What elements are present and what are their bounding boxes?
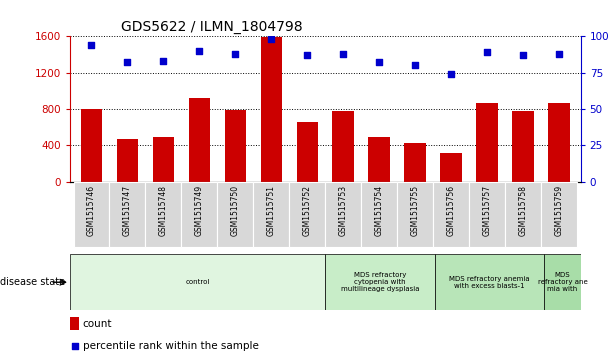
Text: GSM1515746: GSM1515746: [87, 185, 96, 236]
Bar: [81, 109, 102, 182]
Bar: [117, 139, 138, 182]
Text: GSM1515753: GSM1515753: [339, 185, 348, 236]
Bar: [548, 103, 570, 182]
Bar: [224, 110, 246, 182]
FancyBboxPatch shape: [505, 182, 541, 247]
FancyBboxPatch shape: [397, 182, 433, 247]
FancyBboxPatch shape: [218, 182, 254, 247]
Text: GSM1515758: GSM1515758: [519, 185, 528, 236]
Text: MDS refractory
cytopenia with
multilineage dysplasia: MDS refractory cytopenia with multilinea…: [340, 272, 420, 292]
Point: [86, 42, 96, 48]
Text: GSM1515747: GSM1515747: [123, 185, 132, 236]
Text: GSM1515752: GSM1515752: [303, 185, 312, 236]
Text: MDS refractory anemia
with excess blasts-1: MDS refractory anemia with excess blasts…: [449, 276, 530, 289]
Point: [159, 58, 168, 64]
Bar: [153, 137, 174, 182]
Bar: [368, 137, 390, 182]
Bar: [297, 122, 318, 182]
Text: GSM1515749: GSM1515749: [195, 185, 204, 236]
Point: [339, 51, 348, 57]
Bar: [333, 111, 354, 182]
Text: GSM1515750: GSM1515750: [231, 185, 240, 236]
Point: [518, 52, 528, 58]
Point: [375, 60, 384, 65]
FancyBboxPatch shape: [109, 182, 145, 247]
FancyBboxPatch shape: [361, 182, 397, 247]
Text: count: count: [83, 318, 112, 329]
FancyBboxPatch shape: [544, 254, 581, 310]
Point: [482, 49, 492, 55]
Text: GSM1515748: GSM1515748: [159, 185, 168, 236]
Text: GSM1515751: GSM1515751: [267, 185, 276, 236]
FancyBboxPatch shape: [435, 254, 544, 310]
Bar: [188, 98, 210, 182]
Bar: [261, 37, 282, 182]
FancyBboxPatch shape: [325, 182, 361, 247]
Point: [266, 36, 276, 42]
FancyBboxPatch shape: [254, 182, 289, 247]
Point: [302, 52, 312, 58]
Text: control: control: [185, 279, 210, 285]
FancyBboxPatch shape: [74, 182, 109, 247]
Text: disease state: disease state: [0, 277, 65, 287]
Text: percentile rank within the sample: percentile rank within the sample: [83, 341, 258, 351]
Text: GSM1515755: GSM1515755: [410, 185, 420, 236]
Bar: [404, 143, 426, 182]
Text: GSM1515754: GSM1515754: [375, 185, 384, 236]
FancyBboxPatch shape: [145, 182, 181, 247]
Bar: [513, 111, 534, 182]
Text: GSM1515756: GSM1515756: [447, 185, 455, 236]
Bar: [70, 317, 79, 330]
Point: [195, 48, 204, 54]
Text: GSM1515759: GSM1515759: [554, 185, 564, 236]
Point: [70, 343, 80, 349]
FancyBboxPatch shape: [181, 182, 218, 247]
Text: GDS5622 / ILMN_1804798: GDS5622 / ILMN_1804798: [121, 20, 303, 34]
FancyBboxPatch shape: [469, 182, 505, 247]
Text: MDS
refractory ane
mia with: MDS refractory ane mia with: [537, 272, 587, 292]
FancyBboxPatch shape: [289, 182, 325, 247]
Point: [230, 51, 240, 57]
FancyBboxPatch shape: [541, 182, 577, 247]
Point: [446, 71, 456, 77]
Text: GSM1515757: GSM1515757: [483, 185, 492, 236]
Point: [410, 62, 420, 68]
Point: [123, 60, 133, 65]
FancyBboxPatch shape: [325, 254, 435, 310]
Point: [554, 51, 564, 57]
FancyBboxPatch shape: [70, 254, 325, 310]
Bar: [440, 153, 462, 182]
FancyBboxPatch shape: [433, 182, 469, 247]
Bar: [476, 102, 498, 182]
